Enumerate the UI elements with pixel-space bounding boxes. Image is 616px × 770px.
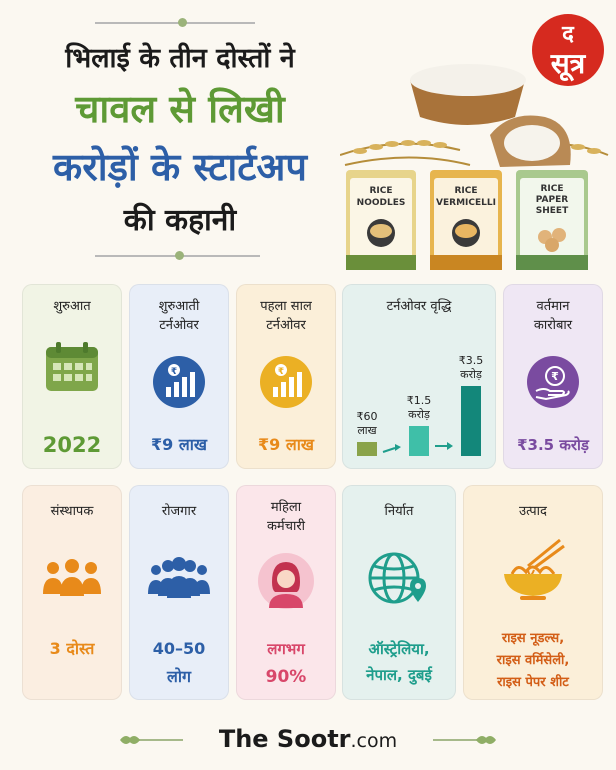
- noodle-bowl-icon: [504, 538, 565, 600]
- growth-bar: [461, 386, 481, 456]
- growth-bar-label: करोड़: [408, 408, 430, 421]
- card-women-value-1: लगभग: [267, 640, 305, 658]
- card-women-title-2: कर्मचारी: [266, 519, 306, 534]
- pack-label-3c: SHEET: [536, 206, 569, 216]
- pack-label-2a: RICE: [454, 186, 477, 196]
- card-employment-value-1: 40–50: [152, 639, 206, 658]
- pack-label-2b: VERMICELLI: [436, 198, 496, 208]
- card-growth-title: टर्नओवर वृद्धि: [386, 299, 452, 314]
- card-first-year-title-1: पहला साल: [260, 299, 312, 314]
- card-current-title-1: वर्तमान: [536, 299, 570, 314]
- people-icon: [43, 559, 101, 596]
- title-line-3: करोड़ों के स्टार्टअप: [53, 145, 307, 189]
- svg-text:₹: ₹: [278, 367, 284, 377]
- woman-icon: [258, 553, 314, 609]
- svg-text:₹: ₹: [551, 370, 559, 383]
- card-women-title-1: महिला: [270, 500, 302, 515]
- card-products-value-1: राइस नूडल्स,: [501, 631, 565, 646]
- pack-rice-vermicelli: RICE VERMICELLI: [430, 170, 502, 270]
- card-export-value-1: ऑस्ट्रेलिया,: [368, 640, 430, 658]
- brand-name: The Sootr: [218, 725, 351, 753]
- card-products-value-3: राइस पेपर शीट: [497, 675, 569, 690]
- card-start: शुरुआत 2022: [22, 284, 122, 469]
- growth-bar-label: ₹60: [357, 410, 378, 423]
- card-founders-value: 3 दोस्त: [49, 639, 95, 658]
- card-export: निर्यात ऑस्ट्रेलिया, नेपाल, दुबई: [342, 485, 456, 700]
- card-initial-turnover-value: ₹9 लाख: [151, 435, 207, 454]
- growth-bar-label: लाख: [357, 424, 377, 437]
- card-initial-turnover: शुरुआती टर्नओवर ₹ ₹9 लाख: [129, 284, 229, 469]
- growth-bar: [409, 426, 429, 456]
- divider-dot: [175, 251, 184, 260]
- card-current-title-2: कारोबार: [533, 318, 573, 333]
- title-line-4: की कहानी: [123, 203, 237, 238]
- growth-bar-label: ₹1.5: [407, 394, 432, 407]
- card-initial-turnover-title-1: शुरुआती: [158, 299, 200, 314]
- card-founders-title: संस्थापक: [50, 504, 94, 519]
- card-employment-value-2: लोग: [166, 667, 191, 686]
- growth-bar-chart: ₹60लाख₹1.5करोड़₹3.5करोड़: [357, 354, 484, 456]
- card-first-year-turnover: पहला साल टर्नओवर ₹ ₹9 लाख: [236, 284, 336, 469]
- header: भिलाई के तीन दोस्तों ने चावल से लिखी करो…: [0, 0, 616, 275]
- card-start-value: 2022: [42, 433, 102, 457]
- card-women-value-2: 90%: [265, 667, 307, 687]
- card-products-title: उत्पाद: [519, 504, 547, 519]
- rupee-growth-icon: ₹: [153, 356, 205, 408]
- card-initial-turnover-title-2: टर्नओवर: [159, 318, 199, 333]
- rice-products-illustration: RICE NOODLES RICE VERMICELLI RICE PAPER …: [340, 64, 609, 270]
- growth-arrow-head: [447, 442, 453, 450]
- card-export-value-2: नेपाल, दुबई: [366, 666, 432, 684]
- calendar-icon: [46, 342, 98, 391]
- logo-line-1: द: [562, 22, 574, 47]
- growth-arrow-head: [395, 444, 401, 451]
- card-current-value: ₹3.5 करोड़: [517, 436, 589, 454]
- card-export-title: निर्यात: [384, 504, 414, 519]
- leaf-icon: [476, 736, 496, 744]
- pack-rice-paper-sheet: RICE PAPER SHEET: [516, 170, 588, 270]
- team-icon: [148, 557, 210, 598]
- pack-label-1b: NOODLES: [357, 198, 406, 208]
- card-founders: संस्थापक 3 दोस्त: [22, 485, 122, 700]
- sootr-logo: द सूत्र: [532, 14, 604, 86]
- footer-divider-left: [128, 739, 183, 741]
- divider-dot: [178, 18, 187, 27]
- pack-label-1a: RICE: [369, 186, 392, 196]
- card-first-year-title-2: टर्नओवर: [266, 318, 306, 333]
- pack-label-3b: PAPER: [536, 195, 568, 205]
- card-products-value-2: राइस वर्मिसेली,: [496, 653, 570, 668]
- leaf-icon: [120, 736, 140, 744]
- card-employment: रोजगार 40–50 लोग: [129, 485, 229, 700]
- rupee-hand-icon: ₹: [527, 356, 579, 408]
- footer-divider-right: [433, 739, 488, 741]
- logo-line-2: सूत्र: [550, 47, 586, 80]
- growth-bar-label: करोड़: [460, 368, 482, 381]
- title-divider-top: [95, 22, 255, 24]
- globe-icon: [368, 552, 426, 604]
- card-start-title: शुरुआत: [53, 299, 91, 314]
- title-line-1: भिलाई के तीन दोस्तों ने: [65, 43, 295, 74]
- footer-brand: The Sootr.com: [0, 725, 616, 753]
- card-turnover-growth: टर्नओवर वृद्धि ₹60 लाख ₹1.5 करोड़ ₹3.5 करोड़: [342, 284, 496, 469]
- card-first-year-value: ₹9 लाख: [258, 435, 314, 454]
- growth-arrow: [382, 447, 396, 453]
- brand-suffix: .com: [350, 730, 398, 752]
- pack-rice-noodles: RICE NOODLES: [346, 170, 416, 270]
- title-line-2: चावल से लिखी: [75, 87, 285, 131]
- card-products: उत्पाद राइस नूडल्स, राइस वर्मिसेली, राइस…: [463, 485, 603, 700]
- location-pin-icon: [410, 578, 426, 602]
- svg-text:₹: ₹: [171, 367, 177, 377]
- rupee-growth-icon: ₹: [260, 356, 312, 408]
- card-employment-title: रोजगार: [161, 504, 197, 519]
- card-women-employees: महिला कर्मचारी लगभग 90%: [236, 485, 336, 700]
- growth-bar-label: ₹3.5: [459, 354, 484, 367]
- growth-bar: [357, 442, 377, 456]
- pack-label-3a: RICE: [540, 184, 563, 194]
- card-current-business: वर्तमान कारोबार ₹ ₹3.5 करोड़: [503, 284, 603, 469]
